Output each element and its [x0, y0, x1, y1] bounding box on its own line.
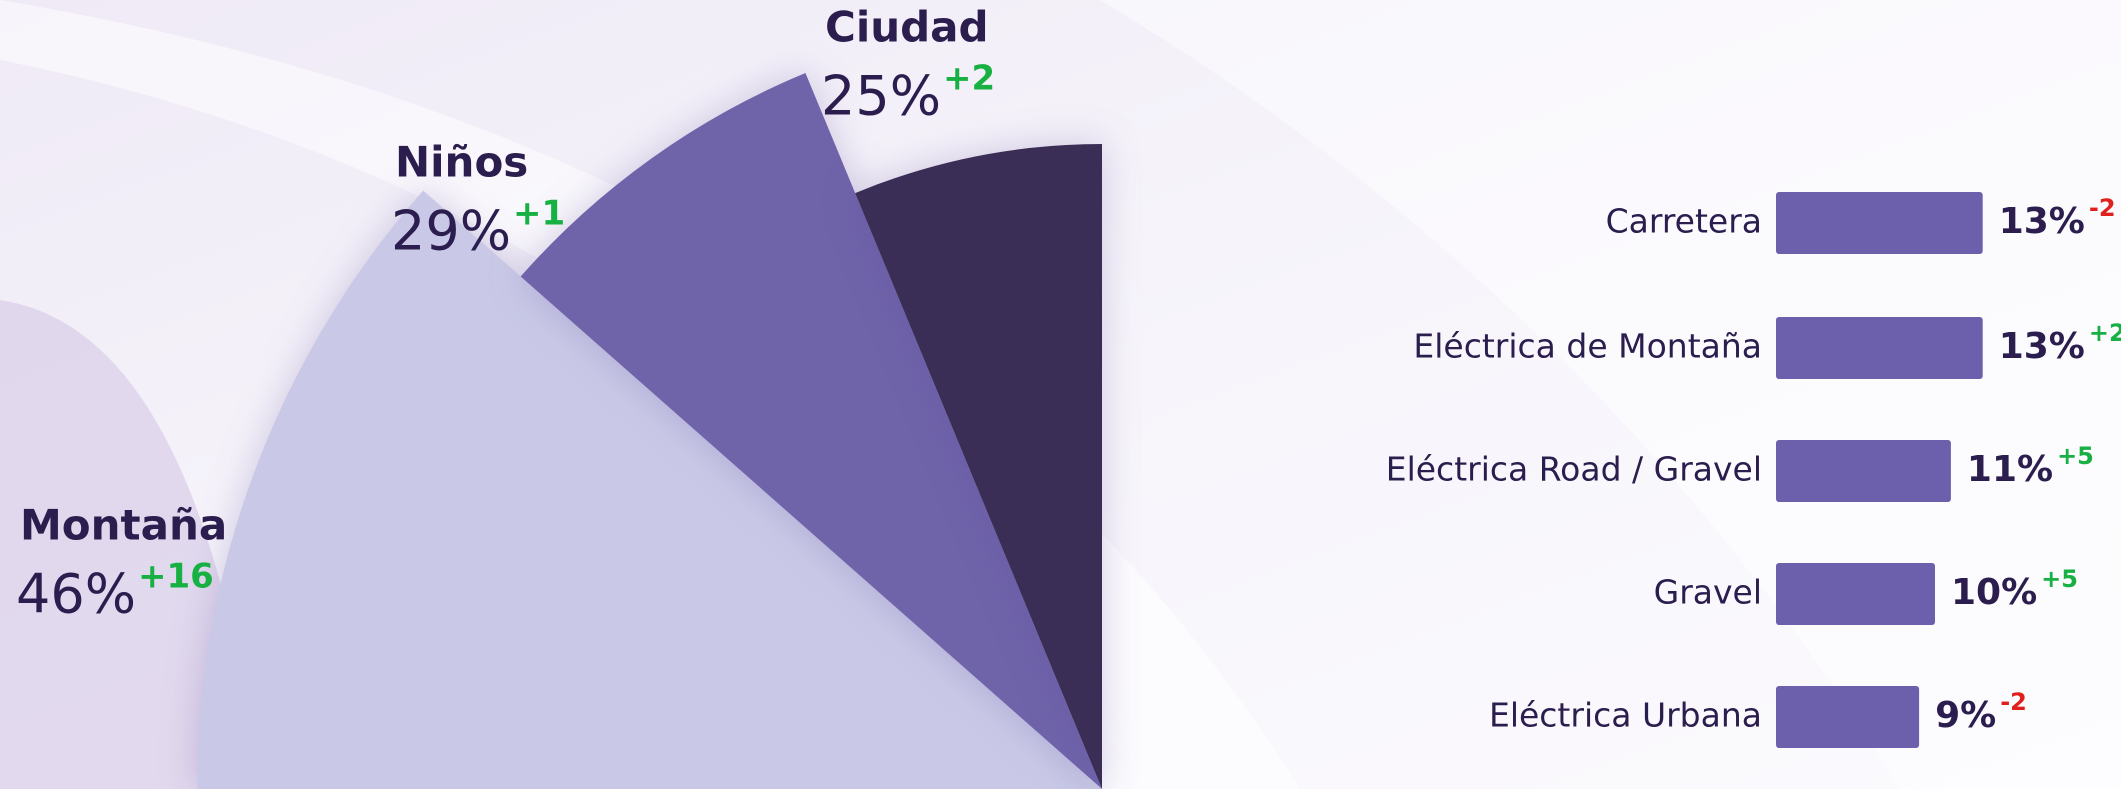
delta-label: +2 — [943, 59, 995, 99]
value-label: 25% — [821, 65, 941, 128]
value-label: 13% — [1999, 326, 2085, 367]
wedge — [855, 144, 1102, 789]
wedge — [520, 72, 1102, 789]
delta-label: +1 — [513, 194, 565, 234]
value-label: 29% — [391, 200, 511, 263]
category-label: Eléctrica Road / Gravel — [1386, 450, 1762, 489]
delta-label: -2 — [2089, 194, 2116, 222]
wedge — [197, 190, 1102, 789]
delta-label: +2 — [2089, 319, 2121, 347]
category-label: Eléctrica de Montaña — [1413, 327, 1762, 366]
segment-label: Niños — [395, 138, 528, 187]
delta-label: +5 — [2057, 442, 2094, 470]
category-label: Carretera — [1606, 202, 1762, 241]
delta-label: +16 — [138, 557, 214, 597]
fan-chart: Montaña 46% +16 Niños 29% +1 Ciudad 25% +2 — [16, 3, 1102, 789]
segment-label: Montaña — [20, 501, 227, 550]
decor — [0, 300, 260, 789]
delta-label: -2 — [2000, 688, 2027, 716]
bar — [1776, 686, 1920, 748]
value-label: 9% — [1935, 695, 1996, 736]
bar — [1776, 440, 1951, 502]
category-label: Gravel — [1654, 573, 1762, 612]
bar — [1776, 563, 1935, 625]
value-label: 10% — [1951, 572, 2037, 613]
bar — [1776, 317, 1983, 379]
value-label: 13% — [1999, 201, 2085, 242]
segment-label: Ciudad — [825, 3, 989, 52]
value-label: 46% — [16, 563, 136, 626]
category-label: Eléctrica Urbana — [1489, 696, 1762, 735]
delta-label: +5 — [2041, 565, 2078, 593]
bar — [1776, 192, 1983, 254]
value-label: 11% — [1967, 449, 2053, 490]
